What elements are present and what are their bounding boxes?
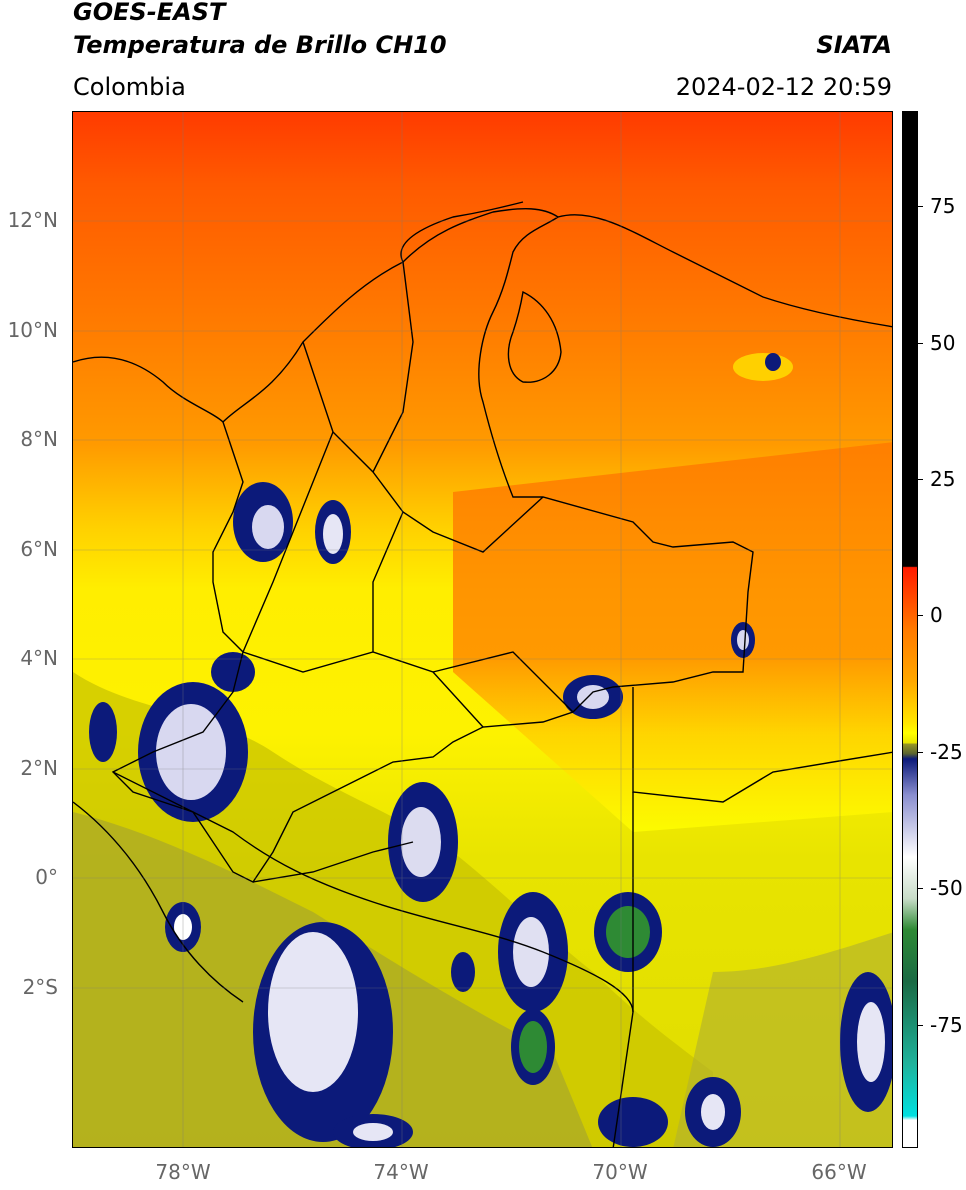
cb-tick-neg25	[918, 752, 923, 753]
satellite-map	[72, 111, 893, 1148]
cb-label-neg25: -25	[930, 740, 963, 764]
colombia-outline	[111, 208, 754, 883]
cb-tick-0	[918, 615, 923, 616]
colorbar-gradient	[903, 112, 917, 1147]
internal-boundary-b	[372, 261, 414, 473]
venezuela-border	[557, 214, 892, 328]
lat-label-8n: 8°N	[20, 427, 58, 451]
graticule	[73, 112, 892, 1147]
lat-label-6n: 6°N	[20, 537, 58, 561]
colorbar	[902, 111, 918, 1148]
lat-label-2s: 2°S	[22, 975, 58, 999]
cb-label-neg75: -75	[930, 1013, 963, 1037]
map-svg	[73, 112, 892, 1147]
lat-label-2n: 2°N	[20, 756, 58, 780]
peru-brazil-border	[612, 792, 634, 1147]
cb-tick-50	[918, 343, 923, 344]
cb-tick-75	[918, 206, 923, 207]
cb-label-50: 50	[930, 331, 956, 355]
lon-label-74w: 74°W	[373, 1160, 429, 1184]
cb-label-75: 75	[930, 194, 956, 218]
cloud-cells	[89, 353, 892, 1147]
satellite-title: GOES-EAST	[73, 0, 226, 26]
cb-label-0: 0	[930, 603, 943, 627]
lat-label-4n: 4°N	[20, 646, 58, 670]
lake-maracaibo	[507, 290, 562, 383]
panama-outline	[73, 356, 224, 423]
political-boundaries	[73, 201, 892, 1147]
product-title: Temperatura de Brillo CH10	[73, 31, 447, 59]
lon-label-66w: 66°W	[811, 1160, 867, 1184]
warm-region-east	[453, 442, 892, 832]
colorbar-svg	[903, 112, 917, 1147]
lon-label-78w: 78°W	[155, 1160, 211, 1184]
internal-boundary-d	[242, 431, 334, 653]
internal-boundary-f	[432, 651, 574, 713]
cb-label-neg50: -50	[930, 876, 963, 900]
coastline-north	[400, 201, 524, 263]
coastline-sw	[73, 801, 244, 1003]
cb-tick-neg75	[918, 1025, 923, 1026]
cb-tick-25	[918, 479, 923, 480]
region-label: Colombia	[73, 73, 186, 101]
brazil-border	[632, 687, 892, 803]
lon-label-70w: 70°W	[592, 1160, 648, 1184]
lat-label-0: 0°	[35, 865, 58, 889]
timestamp-label: 2024-02-12 20:59	[675, 73, 892, 101]
institution-label: SIATA	[816, 31, 892, 59]
lat-label-10n: 10°N	[7, 318, 58, 342]
ecuador-peru-border	[112, 771, 634, 1013]
cb-tick-neg50	[918, 888, 923, 889]
cb-label-25: 25	[930, 467, 956, 491]
internal-boundary-e	[372, 511, 404, 652]
internal-boundary-g	[252, 841, 414, 883]
lat-label-12n: 12°N	[7, 208, 58, 232]
